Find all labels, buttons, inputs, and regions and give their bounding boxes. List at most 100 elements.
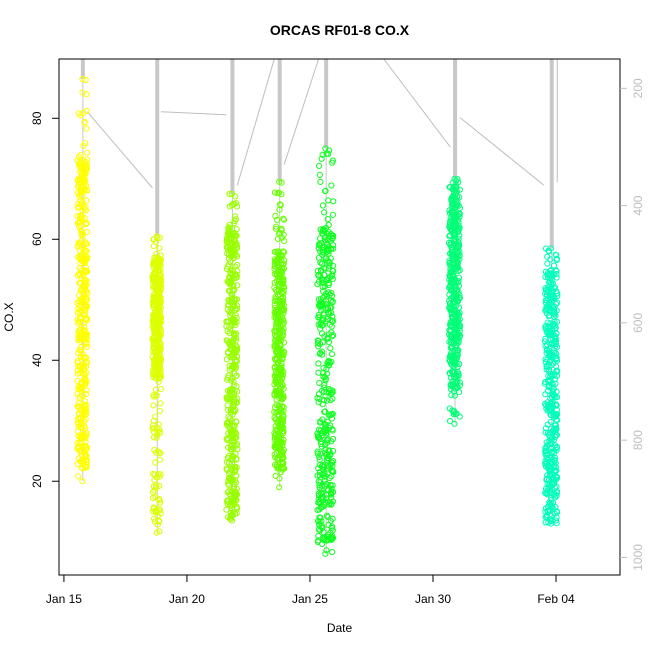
data-point — [223, 420, 231, 427]
data-point — [552, 503, 559, 511]
data-point — [324, 334, 331, 341]
data-point — [328, 292, 336, 300]
data-point — [553, 268, 560, 275]
data-point — [154, 355, 161, 362]
data-point — [227, 246, 234, 253]
data-point — [545, 296, 552, 303]
data-point — [277, 201, 284, 208]
data-point — [272, 225, 280, 232]
data-point — [326, 259, 333, 267]
data-point — [316, 481, 323, 489]
data-point — [274, 248, 281, 255]
data-point — [553, 288, 560, 295]
data-point — [315, 391, 323, 398]
data-point — [227, 502, 234, 510]
data-point — [448, 267, 455, 274]
data-point — [156, 426, 163, 433]
data-point — [325, 289, 332, 296]
y-tick-label: 40 — [30, 353, 44, 367]
data-point — [78, 242, 86, 249]
data-point — [76, 163, 84, 170]
data-point — [79, 193, 86, 200]
data-point — [544, 472, 551, 479]
data-point — [223, 265, 231, 272]
data-point — [80, 109, 87, 117]
data-point — [81, 354, 88, 361]
data-point — [451, 392, 458, 399]
data-point — [322, 145, 329, 152]
data-point — [272, 388, 279, 395]
data-point — [82, 398, 89, 405]
series-rf02 — [149, 233, 165, 536]
data-point — [542, 378, 549, 385]
data-point — [230, 363, 237, 370]
data-point — [319, 283, 326, 291]
data-point — [447, 215, 454, 222]
data-point — [553, 274, 560, 281]
data-point — [271, 444, 278, 451]
data-point — [274, 190, 281, 197]
data-point — [453, 410, 460, 417]
data-point — [327, 491, 335, 498]
y2-axis: 200 400 600 800 1000 — [620, 78, 645, 571]
data-point — [543, 459, 551, 466]
data-point — [328, 323, 335, 330]
data-point — [317, 273, 324, 280]
data-point — [320, 461, 327, 468]
data-point — [280, 460, 287, 467]
data-point — [447, 344, 454, 351]
data-point — [230, 319, 237, 326]
data-point — [280, 215, 287, 222]
data-point — [317, 259, 324, 266]
series-rf07 — [541, 245, 561, 527]
data-point — [156, 314, 163, 321]
data-point — [277, 349, 284, 356]
data-point — [227, 281, 234, 288]
data-point — [547, 408, 555, 415]
x-tick-label: Jan 20 — [169, 592, 205, 606]
data-point — [275, 275, 282, 282]
data-point — [328, 459, 335, 466]
data-point — [321, 470, 328, 477]
data-point — [544, 319, 551, 326]
data-point — [542, 285, 549, 292]
data-point — [83, 296, 91, 303]
data-point — [453, 298, 460, 305]
data-point — [321, 209, 328, 216]
data-point — [323, 255, 330, 262]
data-point — [453, 342, 460, 349]
x-axis-label: Date — [327, 621, 353, 635]
data-point — [330, 245, 337, 252]
data-point — [319, 524, 326, 531]
data-points — [74, 75, 561, 557]
data-point — [272, 212, 279, 220]
data-point — [446, 370, 454, 377]
data-point — [157, 315, 164, 322]
data-point — [79, 89, 86, 96]
data-point — [157, 275, 164, 283]
data-point — [325, 535, 332, 543]
data-point — [225, 477, 232, 485]
data-point — [448, 392, 455, 399]
data-point — [454, 286, 461, 293]
data-point — [322, 375, 329, 382]
data-point — [234, 261, 241, 269]
data-point — [317, 418, 324, 425]
y2-tick-label: 600 — [631, 313, 645, 333]
data-point — [328, 317, 336, 324]
data-point — [446, 207, 453, 214]
data-point — [327, 274, 334, 281]
data-point — [315, 369, 322, 376]
pressure-trace-rf06 — [453, 59, 545, 424]
data-point — [78, 464, 85, 471]
data-point — [330, 447, 337, 455]
data-point — [81, 450, 88, 457]
data-point — [152, 293, 159, 300]
y2-tick-label: 400 — [631, 195, 645, 215]
data-point — [446, 405, 453, 412]
data-point — [446, 223, 453, 230]
data-point — [447, 374, 454, 381]
pressure-transit-line — [459, 117, 545, 186]
data-point — [278, 227, 285, 234]
data-point — [452, 276, 459, 283]
